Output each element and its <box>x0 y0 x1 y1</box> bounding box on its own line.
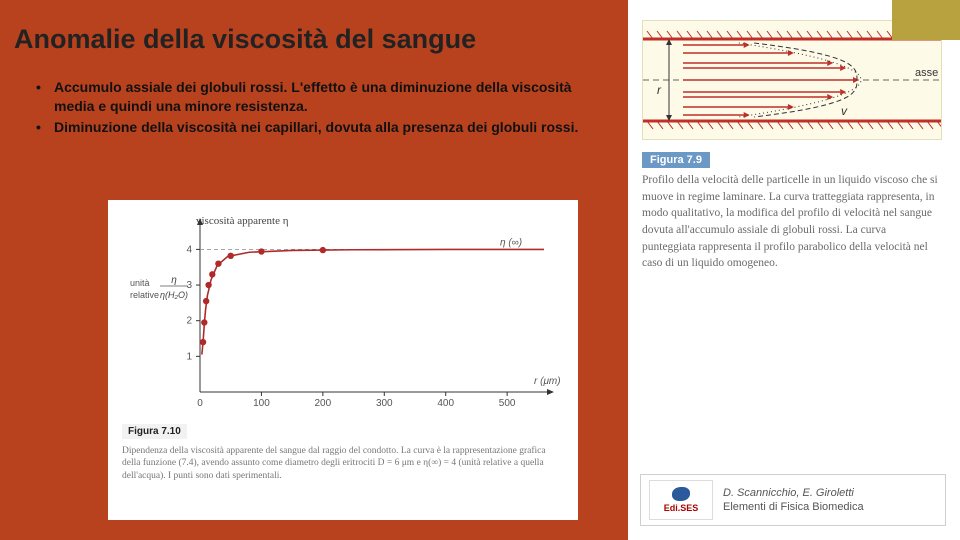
list-item: Accumulo assiale dei globuli rossi. L'ef… <box>32 78 592 116</box>
svg-text:0: 0 <box>197 398 203 409</box>
figure-7-9: asse r v Figura 7.9 Profilo della velocità… <box>642 20 942 272</box>
svg-text:η (∞): η (∞) <box>500 237 522 248</box>
figure-label: Figura 7.10 <box>122 424 187 439</box>
svg-text:400: 400 <box>437 398 454 409</box>
book-authors: D. Scannicchio, E. Giroletti <box>723 486 864 500</box>
svg-text:4: 4 <box>186 244 192 255</box>
figure-7-10: viscosità apparente η unità relative η η(H₂O… <box>108 200 578 520</box>
figure-caption: Profilo della velocità delle particelle … <box>642 172 942 272</box>
svg-text:200: 200 <box>315 398 332 409</box>
svg-text:500: 500 <box>499 398 516 409</box>
svg-text:viscosità apparente η: viscosità apparente η <box>196 215 289 227</box>
svg-text:η: η <box>171 275 177 286</box>
svg-text:2: 2 <box>186 316 192 327</box>
svg-text:300: 300 <box>376 398 393 409</box>
svg-text:r (μm): r (μm) <box>534 376 561 387</box>
viscosity-chart: viscosità apparente η unità relative η η(H₂O… <box>122 210 564 420</box>
corner-accent <box>892 0 960 40</box>
list-item: Diminuzione della viscosità nei capillar… <box>32 118 592 137</box>
figure-label: Figura 7.9 <box>642 152 710 168</box>
svg-text:η(H₂O): η(H₂O) <box>160 290 188 300</box>
book-title: Elementi di Fisica Biomedica <box>723 500 864 514</box>
right-column: asse r v Figura 7.9 Profilo della velocità… <box>628 0 960 540</box>
figure-caption: Dipendenza della viscosità apparente del… <box>122 445 564 482</box>
svg-text:r: r <box>657 83 662 97</box>
svg-text:asse: asse <box>915 67 938 79</box>
book-reference-text: D. Scannicchio, E. Giroletti Elementi di… <box>723 486 864 515</box>
svg-text:relative: relative <box>130 290 159 300</box>
svg-text:1: 1 <box>186 351 192 362</box>
page-title: Anomalie della viscosità del sangue <box>14 24 476 55</box>
svg-text:unità: unità <box>130 278 150 288</box>
book-reference: Edi.SES D. Scannicchio, E. Giroletti Ele… <box>640 474 946 526</box>
publisher-logo: Edi.SES <box>649 480 713 520</box>
svg-text:v: v <box>841 104 848 118</box>
svg-text:3: 3 <box>186 280 192 291</box>
svg-text:100: 100 <box>253 398 270 409</box>
bullet-list: Accumulo assiale dei globuli rossi. L'ef… <box>32 78 592 139</box>
